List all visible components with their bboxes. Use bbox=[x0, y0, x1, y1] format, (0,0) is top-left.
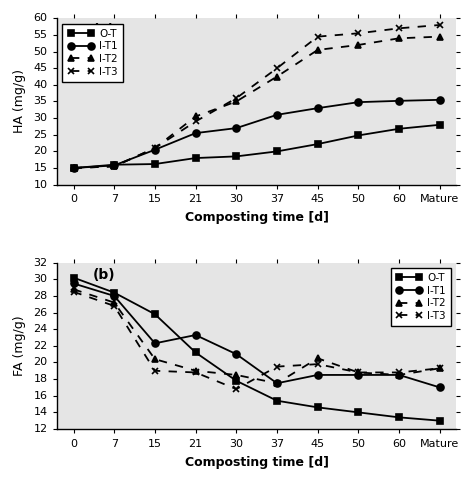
I-T1 bbox=[71, 281, 76, 286]
I-T1 bbox=[71, 165, 76, 171]
I-T3 bbox=[111, 303, 117, 309]
O-T bbox=[234, 153, 239, 159]
I-T1 bbox=[193, 332, 199, 338]
I-T2 bbox=[111, 300, 117, 306]
I-T2 bbox=[356, 370, 361, 375]
I-T2 bbox=[274, 74, 280, 80]
Line: I-T1: I-T1 bbox=[70, 96, 443, 172]
I-T3 bbox=[111, 163, 117, 169]
I-T2 bbox=[234, 99, 239, 105]
I-T3 bbox=[396, 370, 402, 375]
X-axis label: Composting time [d]: Composting time [d] bbox=[185, 211, 328, 224]
Legend: O-T, I-T1, I-T2, I-T3: O-T, I-T1, I-T2, I-T3 bbox=[63, 24, 123, 82]
Line: I-T2: I-T2 bbox=[70, 286, 443, 387]
I-T3 bbox=[396, 26, 402, 31]
Line: I-T3: I-T3 bbox=[70, 22, 443, 172]
O-T bbox=[437, 418, 443, 424]
I-T3 bbox=[315, 34, 320, 40]
O-T bbox=[315, 141, 320, 147]
I-T3 bbox=[193, 370, 199, 375]
I-T1 bbox=[315, 105, 320, 111]
Line: I-T3: I-T3 bbox=[70, 288, 443, 392]
O-T bbox=[71, 165, 76, 171]
I-T1 bbox=[396, 372, 402, 378]
O-T bbox=[396, 415, 402, 420]
Line: O-T: O-T bbox=[70, 274, 443, 424]
I-T1 bbox=[437, 385, 443, 390]
I-T2 bbox=[152, 356, 158, 362]
I-T3 bbox=[356, 370, 361, 375]
I-T3 bbox=[234, 95, 239, 101]
I-T1 bbox=[356, 372, 361, 378]
I-T3 bbox=[193, 119, 199, 124]
O-T bbox=[193, 349, 199, 355]
Line: O-T: O-T bbox=[70, 121, 443, 172]
O-T bbox=[152, 161, 158, 167]
O-T bbox=[71, 275, 76, 281]
I-T3 bbox=[274, 66, 280, 71]
I-T3 bbox=[356, 30, 361, 36]
X-axis label: Composting time [d]: Composting time [d] bbox=[185, 455, 328, 469]
I-T2 bbox=[193, 114, 199, 120]
Text: (a): (a) bbox=[93, 23, 115, 37]
I-T1 bbox=[111, 293, 117, 299]
I-T1 bbox=[437, 97, 443, 103]
I-T1 bbox=[234, 125, 239, 131]
I-T2 bbox=[71, 286, 76, 292]
Text: (b): (b) bbox=[93, 268, 116, 281]
O-T bbox=[396, 126, 402, 132]
I-T2 bbox=[315, 355, 320, 361]
O-T bbox=[234, 378, 239, 384]
I-T2 bbox=[274, 380, 280, 386]
I-T1 bbox=[315, 372, 320, 378]
I-T1 bbox=[274, 112, 280, 118]
I-T2 bbox=[193, 368, 199, 374]
O-T bbox=[193, 155, 199, 161]
I-T2 bbox=[111, 163, 117, 169]
I-T2 bbox=[356, 42, 361, 48]
O-T bbox=[152, 311, 158, 317]
I-T1 bbox=[274, 380, 280, 386]
I-T2 bbox=[71, 165, 76, 171]
I-T3 bbox=[234, 386, 239, 392]
I-T3 bbox=[71, 289, 76, 295]
I-T2 bbox=[396, 35, 402, 41]
I-T2 bbox=[396, 372, 402, 378]
I-T2 bbox=[437, 365, 443, 371]
I-T3 bbox=[274, 364, 280, 370]
I-T1 bbox=[152, 340, 158, 346]
O-T bbox=[111, 162, 117, 168]
I-T2 bbox=[315, 47, 320, 53]
O-T bbox=[437, 122, 443, 128]
I-T1 bbox=[193, 130, 199, 136]
I-T1 bbox=[111, 162, 117, 168]
I-T3 bbox=[437, 22, 443, 28]
I-T3 bbox=[437, 365, 443, 371]
Y-axis label: FA (mg/g): FA (mg/g) bbox=[13, 316, 27, 376]
Line: I-T1: I-T1 bbox=[70, 280, 443, 391]
Legend: O-T, I-T1, I-T2, I-T3: O-T, I-T1, I-T2, I-T3 bbox=[391, 268, 451, 326]
I-T1 bbox=[152, 147, 158, 153]
O-T bbox=[274, 148, 280, 154]
Y-axis label: HA (mg/g): HA (mg/g) bbox=[13, 69, 27, 134]
I-T2 bbox=[234, 372, 239, 378]
I-T1 bbox=[396, 98, 402, 104]
O-T bbox=[315, 404, 320, 410]
O-T bbox=[356, 410, 361, 415]
Line: I-T2: I-T2 bbox=[70, 33, 443, 172]
I-T2 bbox=[152, 145, 158, 151]
I-T3 bbox=[152, 145, 158, 151]
I-T3 bbox=[315, 361, 320, 367]
I-T1 bbox=[356, 99, 361, 105]
I-T3 bbox=[152, 368, 158, 374]
O-T bbox=[274, 398, 280, 403]
I-T2 bbox=[437, 34, 443, 40]
O-T bbox=[356, 133, 361, 138]
O-T bbox=[111, 290, 117, 295]
I-T3 bbox=[71, 165, 76, 171]
I-T1 bbox=[234, 351, 239, 357]
